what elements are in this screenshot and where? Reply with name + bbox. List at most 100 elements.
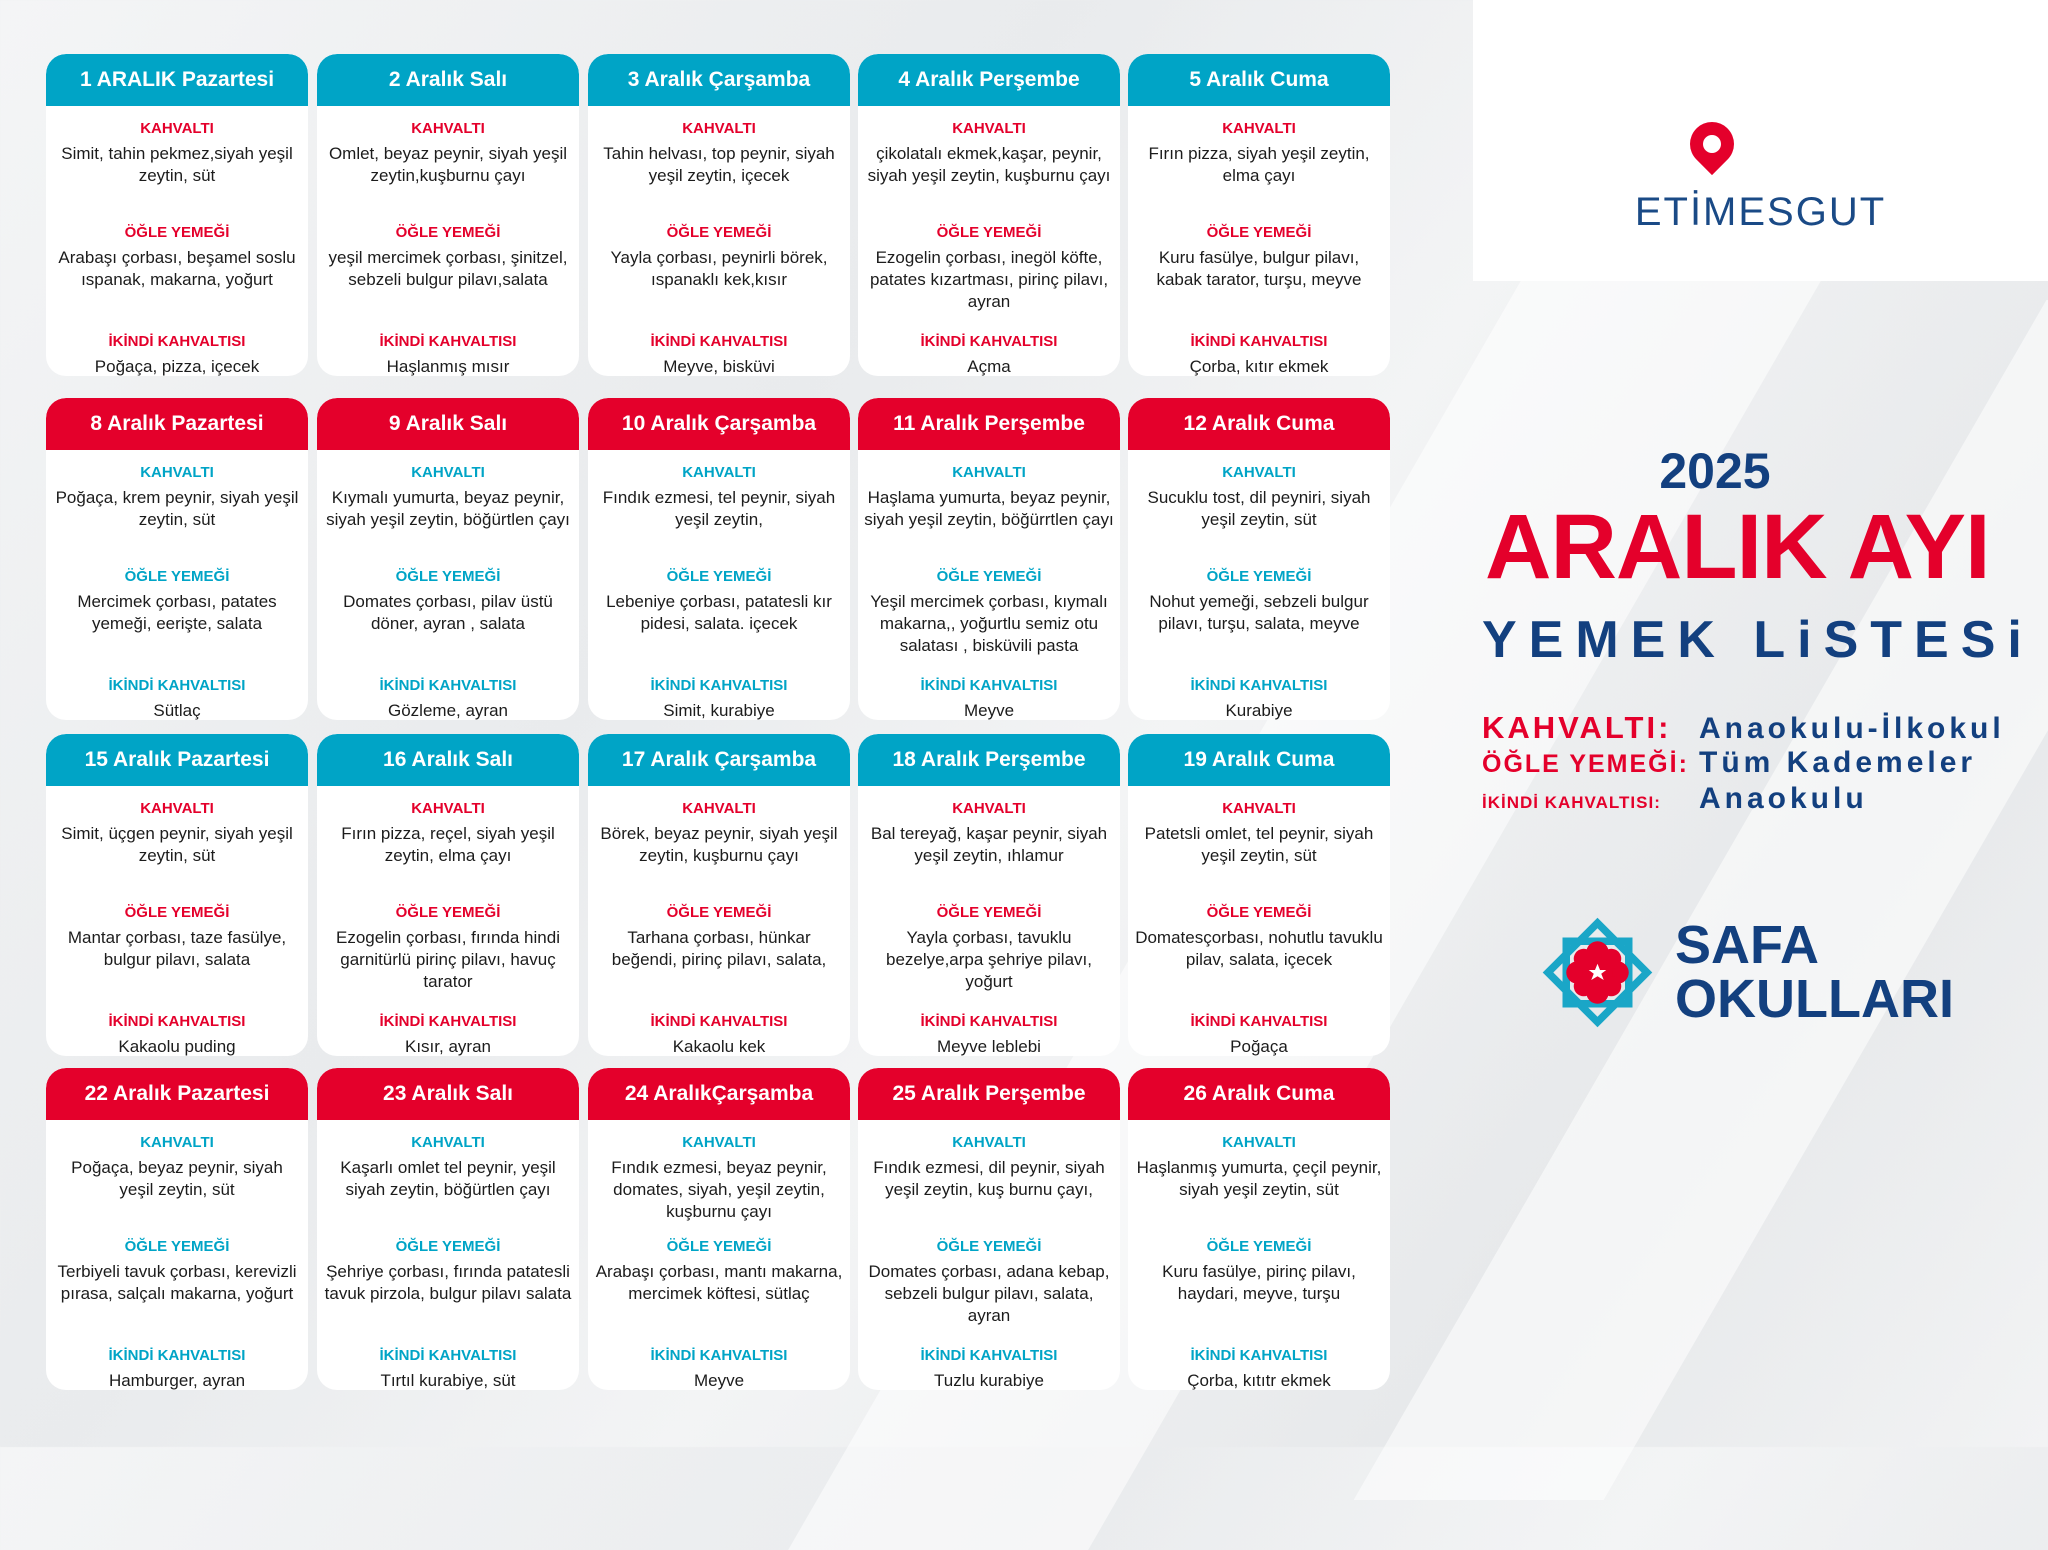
lunch-label: ÖĞLE YEMEĞİ (666, 224, 772, 241)
breakfast-items: Fırın pizza, reçel, siyah yeşil zeytin, … (341, 824, 555, 865)
breakfast-label: KAHVALTI (1222, 1134, 1296, 1151)
day-header: 12 Aralık Cuma (1128, 398, 1390, 450)
lunch-label: ÖĞLE YEMEĞİ (936, 224, 1042, 241)
breakfast-items: Haşlanmış yumurta, çeçil peynir, siyah y… (1136, 1158, 1382, 1199)
day-body: KAHVALTI Fırın pizza, reçel, siyah yeşil… (317, 786, 579, 1056)
breakfast-label: KAHVALTI (140, 800, 214, 817)
breakfast-section: KAHVALTI çikolatalı ekmek,kaşar, peynir,… (858, 120, 1120, 224)
day-body: KAHVALTI Fındık ezmesi, dil peynir, siya… (858, 1120, 1120, 1390)
breakfast-section: KAHVALTI Simit, üçgen peynir, siyah yeşi… (46, 800, 308, 904)
day-header: 26 Aralık Cuma (1128, 1068, 1390, 1120)
breakfast-section: KAHVALTI Bal tereyağ, kaşar peynir, siya… (858, 800, 1120, 904)
breakfast-section: KAHVALTI Simit, tahin pekmez,siyah yeşil… (46, 120, 308, 224)
day-header: 25 Aralık Perşembe (858, 1068, 1120, 1120)
snack-label: İKİNDİ KAHVALTISI (650, 1347, 788, 1364)
snack-items: Kurabiye (1225, 701, 1293, 720)
lunch-section: ÖĞLE YEMEĞİ Yayla çorbası, tavuklu bezel… (858, 904, 1120, 1013)
day-header: 23 Aralık Salı (317, 1068, 579, 1120)
day-header: 10 Aralık Çarşamba (588, 398, 850, 450)
snack-items: Meyve (693, 1371, 745, 1390)
snack-section: İKİNDİ KAHVALTISI Meyve leblebi (858, 1013, 1120, 1056)
day-card: 3 Aralık Çarşamba KAHVALTI Tahin helvası… (588, 54, 850, 376)
day-body: KAHVALTI Omlet, beyaz peynir, siyah yeşi… (317, 106, 579, 376)
breakfast-section: KAHVALTI Börek, beyaz peynir, siyah yeşi… (588, 800, 850, 904)
breakfast-items: Tahin helvası, top peynir, siyah yeşil z… (603, 144, 835, 185)
breakfast-label: KAHVALTI (682, 1134, 756, 1151)
legend-value: Tüm Kademeler (1699, 746, 1977, 779)
breakfast-label: KAHVALTI (1222, 464, 1296, 481)
snack-section: İKİNDİ KAHVALTISI Meyve (588, 1347, 850, 1390)
day-body: KAHVALTI Patetsli omlet, tel peynir, siy… (1128, 786, 1390, 1056)
page-subtitle: YEMEK LiSTESi (1482, 611, 2034, 669)
snack-items: Meyve leblebi (937, 1037, 1041, 1056)
snack-section: İKİNDİ KAHVALTISI Meyve (858, 677, 1120, 720)
snack-label: İKİNDİ KAHVALTISI (1190, 1013, 1328, 1030)
day-header: 19 Aralık Cuma (1128, 734, 1390, 786)
day-header: 1 ARALIK Pazartesi (46, 54, 308, 106)
breakfast-label: KAHVALTI (682, 800, 756, 817)
snack-label: İKİNDİ KAHVALTISI (920, 333, 1058, 350)
day-card: 5 Aralık Cuma KAHVALTI Fırın pizza, siya… (1128, 54, 1390, 376)
breakfast-label: KAHVALTI (411, 464, 485, 481)
breakfast-section: KAHVALTI Haşlama yumurta, beyaz peynir, … (858, 464, 1120, 568)
breakfast-items: Simit, üçgen peynir, siyah yeşil zeytin,… (61, 824, 293, 865)
legend-row-lunch: ÖĞLE YEMEĞİ: Tüm Kademeler (1482, 746, 2005, 782)
breakfast-items: Poğaça, krem peynir, siyah yeşil zeytin,… (55, 488, 299, 529)
snack-section: İKİNDİ KAHVALTISI Simit, kurabiye (588, 677, 850, 720)
breakfast-label: KAHVALTI (682, 120, 756, 137)
day-card: 2 Aralık Salı KAHVALTI Omlet, beyaz peyn… (317, 54, 579, 376)
lunch-items: Domates çorbası, pilav üstü döner, ayran… (343, 592, 553, 633)
snack-section: İKİNDİ KAHVALTISI Gözleme, ayran (317, 677, 579, 720)
breakfast-section: KAHVALTI Kaşarlı omlet tel peynir, yeşil… (317, 1134, 579, 1238)
snack-section: İKİNDİ KAHVALTISI Poğaça (1128, 1013, 1390, 1056)
breakfast-section: KAHVALTI Poğaça, beyaz peynir, siyah yeş… (46, 1134, 308, 1238)
day-card: 19 Aralık Cuma KAHVALTI Patetsli omlet, … (1128, 734, 1390, 1056)
legend-key: İKİNDİ KAHVALTISI: (1482, 793, 1661, 812)
breakfast-items: Patetsli omlet, tel peynir, siyah yeşil … (1144, 824, 1374, 865)
snack-label: İKİNDİ KAHVALTISI (379, 333, 517, 350)
day-card: 1 ARALIK Pazartesi KAHVALTI Simit, tahin… (46, 54, 308, 376)
lunch-items: Domates çorbası, adana kebap, sebzeli bu… (868, 1262, 1110, 1325)
snack-items: Kısır, ayran (405, 1037, 491, 1056)
breakfast-items: Kaşarlı omlet tel peynir, yeşil siyah ze… (340, 1158, 556, 1199)
day-card: 12 Aralık Cuma KAHVALTI Sucuklu tost, di… (1128, 398, 1390, 720)
district-logo-text: ETİMESGUT (1634, 190, 1887, 234)
lunch-label: ÖĞLE YEMEĞİ (395, 224, 501, 241)
breakfast-label: KAHVALTI (952, 1134, 1026, 1151)
breakfast-label: KAHVALTI (411, 1134, 485, 1151)
day-header: 22 Aralık Pazartesi (46, 1068, 308, 1120)
snack-label: İKİNDİ KAHVALTISI (1190, 1347, 1328, 1364)
lunch-label: ÖĞLE YEMEĞİ (124, 1238, 230, 1255)
breakfast-items: Fındık ezmesi, beyaz peynir, domates, si… (611, 1158, 827, 1221)
breakfast-items: Börek, beyaz peynir, siyah yeşil zeytin,… (600, 824, 838, 865)
lunch-section: ÖĞLE YEMEĞİ Domatesçorbası, nohutlu tavu… (1128, 904, 1390, 1013)
breakfast-label: KAHVALTI (140, 120, 214, 137)
lunch-section: ÖĞLE YEMEĞİ Domates çorbası, pilav üstü … (317, 568, 579, 677)
lunch-items: Tarhana çorbası, hünkar beğendi, pirinç … (611, 928, 827, 969)
year: 2025 (1659, 443, 1771, 499)
snack-items: Poğaça (1230, 1037, 1288, 1056)
day-header: 24 AralıkÇarşamba (588, 1068, 850, 1120)
snack-label: İKİNDİ KAHVALTISI (108, 1347, 246, 1364)
lunch-label: ÖĞLE YEMEĞİ (666, 1238, 772, 1255)
day-body: KAHVALTI Kaşarlı omlet tel peynir, yeşil… (317, 1120, 579, 1390)
day-header: 8 Aralık Pazartesi (46, 398, 308, 450)
snack-section: İKİNDİ KAHVALTISI Meyve, bisküvi (588, 333, 850, 376)
legend-row-snack: İKİNDİ KAHVALTISI: Anaokulu (1482, 782, 2005, 818)
breakfast-label: KAHVALTI (140, 1134, 214, 1151)
snack-section: İKİNDİ KAHVALTISI Kurabiye (1128, 677, 1390, 720)
day-body: KAHVALTI Haşlama yumurta, beyaz peynir, … (858, 450, 1120, 720)
lunch-label: ÖĞLE YEMEĞİ (936, 568, 1042, 585)
lunch-items: Arabaşı çorbası, mantı makarna, mercimek… (595, 1262, 843, 1303)
school-logo: SAFA OKULLARI (1535, 910, 1965, 1040)
day-header: 11 Aralık Perşembe (858, 398, 1120, 450)
day-header: 9 Aralık Salı (317, 398, 579, 450)
day-body: KAHVALTI Fındık ezmesi, tel peynir, siya… (588, 450, 850, 720)
breakfast-items: Omlet, beyaz peynir, siyah yeşil zeytin,… (328, 144, 568, 185)
lunch-section: ÖĞLE YEMEĞİ Terbiyeli tavuk çorbası, ker… (46, 1238, 308, 1347)
day-card: 23 Aralık Salı KAHVALTI Kaşarlı omlet te… (317, 1068, 579, 1390)
lunch-items: Terbiyeli tavuk çorbası, kerevizli pıras… (57, 1262, 297, 1303)
lunch-label: ÖĞLE YEMEĞİ (124, 568, 230, 585)
day-card: 26 Aralık Cuma KAHVALTI Haşlanmış yumurt… (1128, 1068, 1390, 1390)
lunch-section: ÖĞLE YEMEĞİ Yayla çorbası, peynirli böre… (588, 224, 850, 333)
